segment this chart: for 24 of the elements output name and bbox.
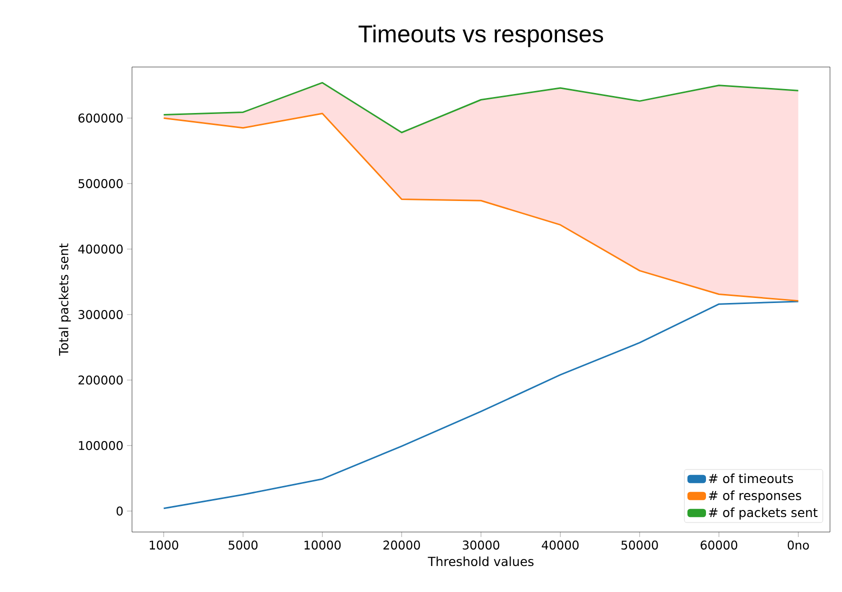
x-tick-label: 50000 [621,540,658,550]
x-axis-title: Threshold values [428,556,534,566]
x-tick-label: 30000 [462,540,500,550]
y-tick-label: 500000 [78,179,123,188]
x-tick-label: 40000 [542,540,579,550]
x-tick-label: 60000 [700,540,738,550]
y-tick-label: 200000 [78,376,123,385]
x-tick-label: 5000 [228,540,258,550]
y-axis-title: Total packets sent [58,244,71,356]
x-tick-label: 10000 [304,540,341,550]
chart-title: Timeouts vs responses [358,24,604,48]
y-tick-label: 100000 [78,441,123,450]
y-tick-label: 0 [116,506,123,516]
y-tick-label: 600000 [78,114,123,123]
legend-label: # of responses [708,490,802,503]
line-series [162,300,800,510]
y-tick-label: 400000 [78,244,123,254]
y-tick-label: 300000 [78,310,123,320]
x-tick-label: 1000 [150,540,178,550]
legend-label: # of timeouts [708,474,794,484]
x-tick-label: 20000 [383,540,420,550]
legend-label: # of packets sent [708,507,818,520]
line-series [162,82,800,134]
x-tick-label: 0no [788,540,809,550]
